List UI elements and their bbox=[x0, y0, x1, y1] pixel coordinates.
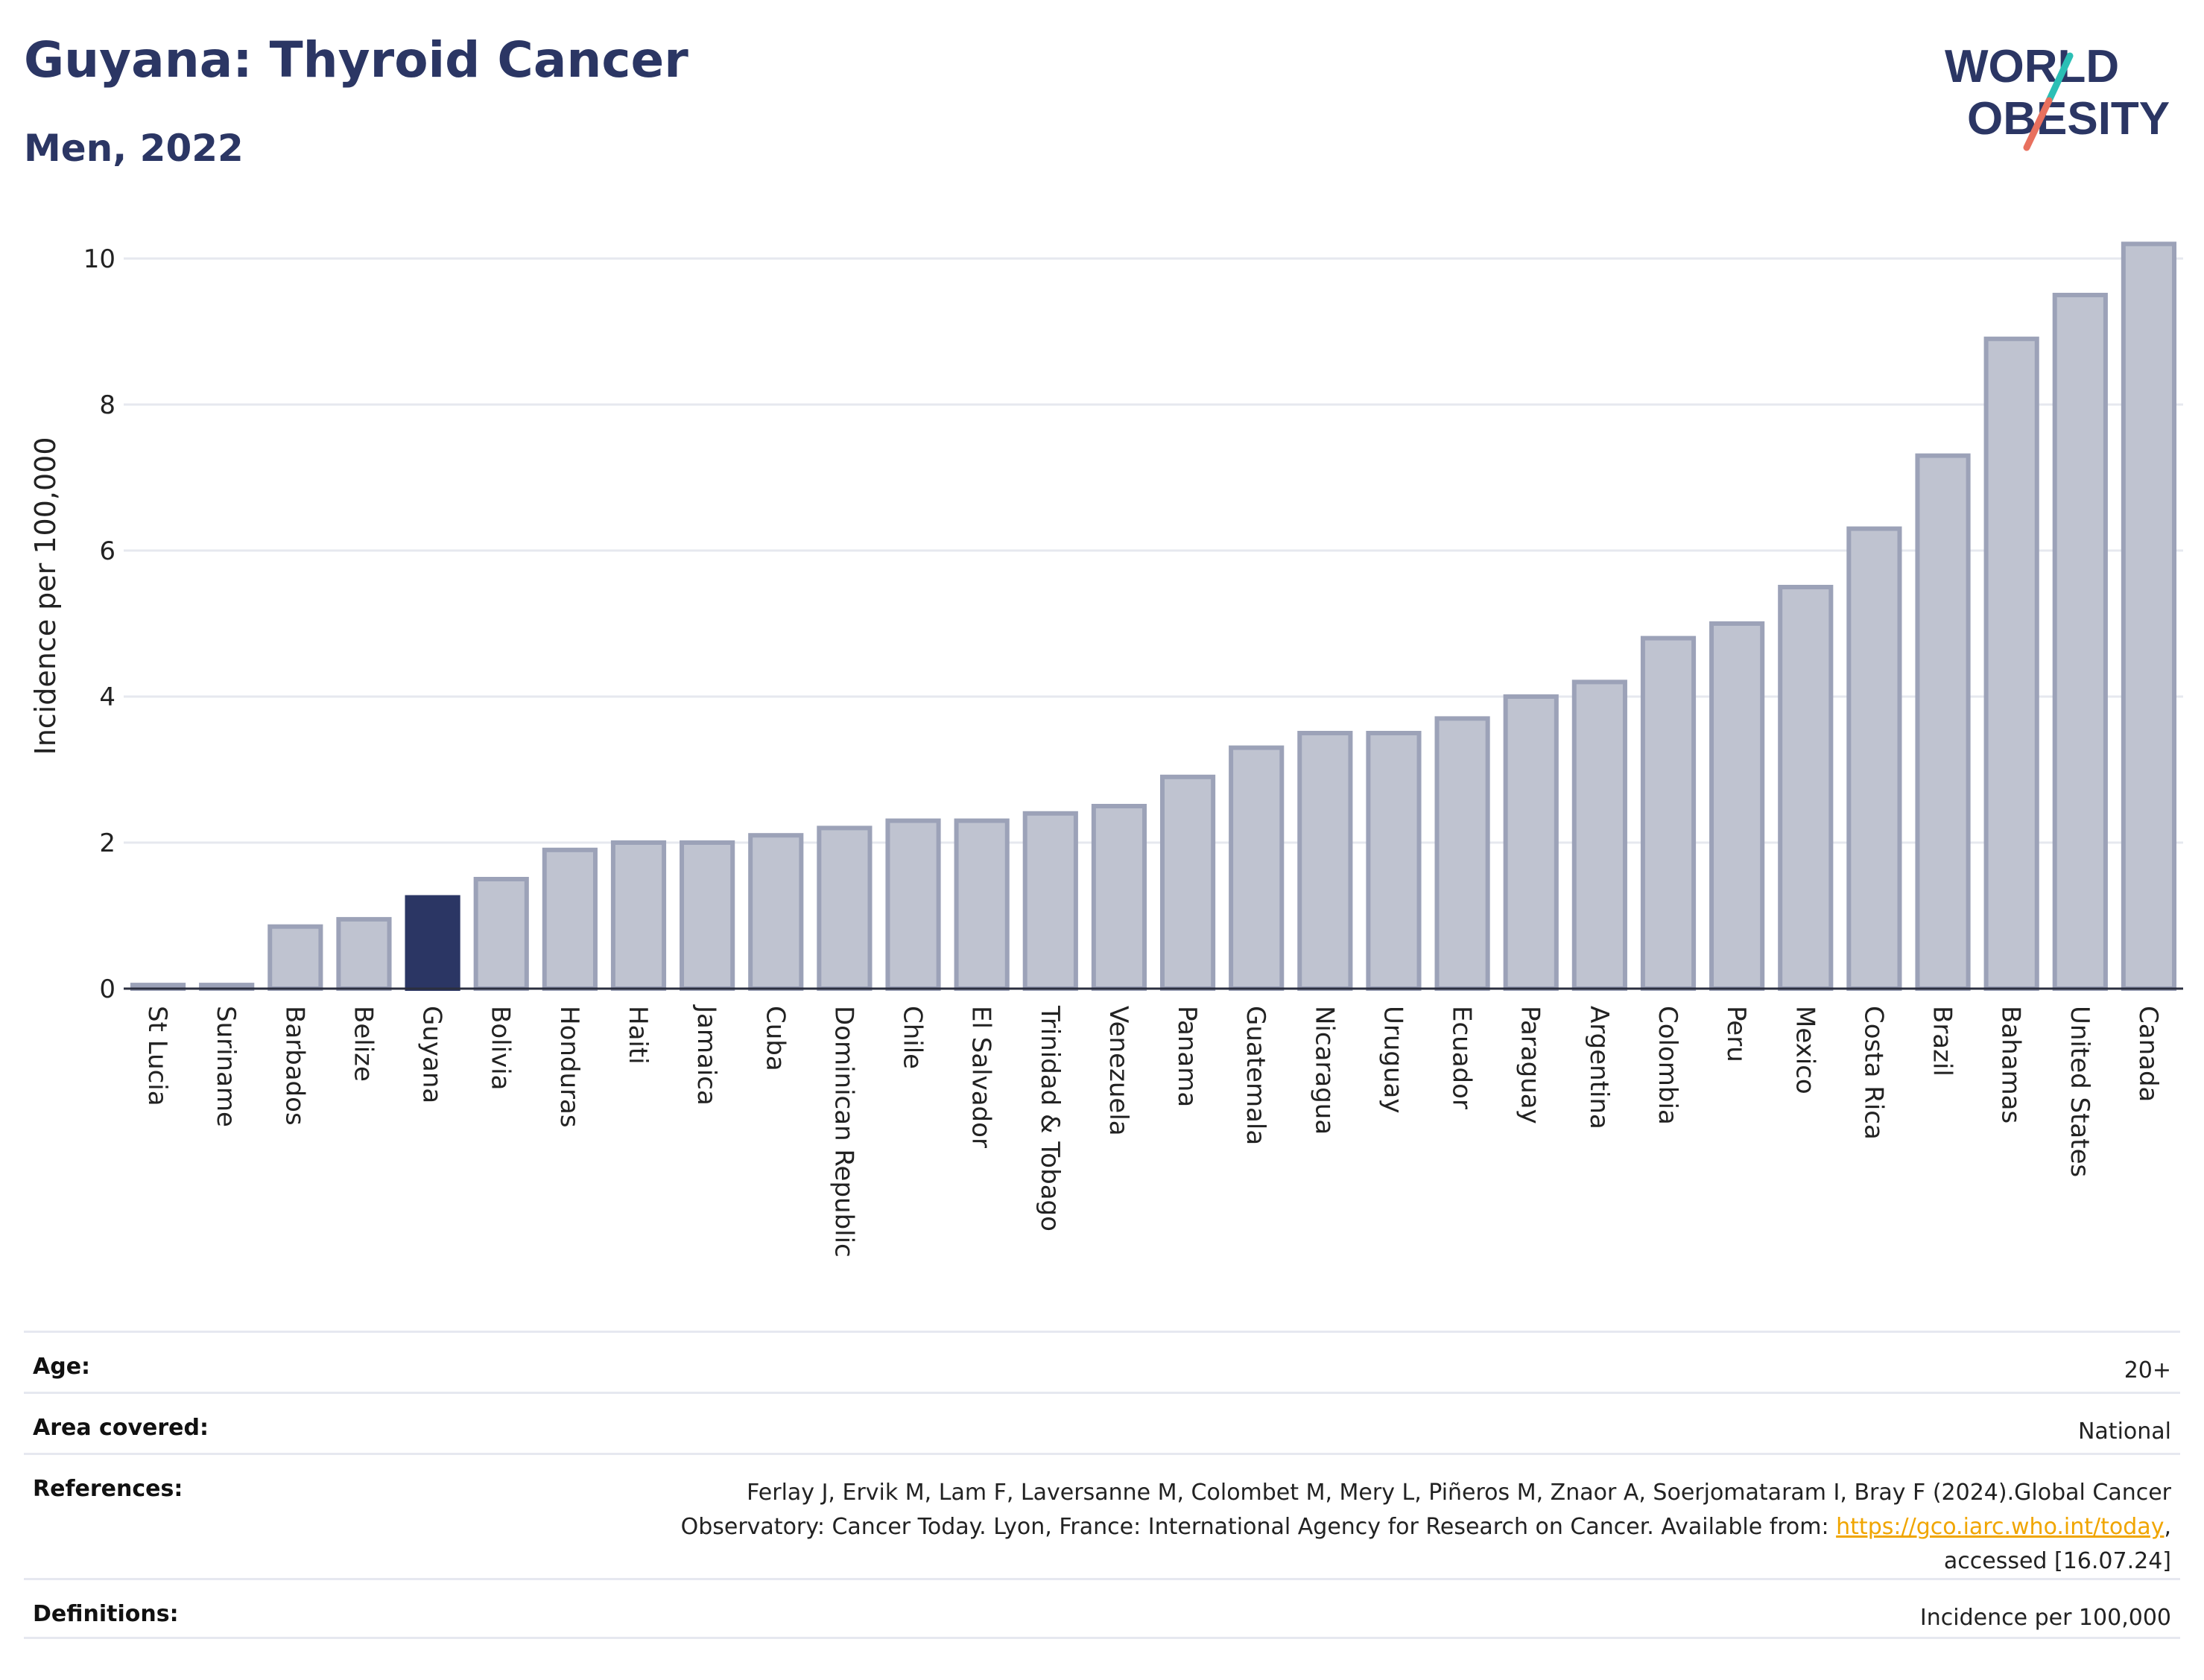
x-tick-label: Jamaica bbox=[691, 1004, 721, 1106]
reference-line-2: Observatory: Cancer Today. Lyon, France:… bbox=[680, 1514, 1837, 1540]
x-tick-label: Honduras bbox=[554, 1006, 584, 1128]
bar-chart: 0 2 4 6 8 10 Incidence per 100,000 St Lucia Suri… bbox=[29, 241, 2183, 1258]
meta-label-age: Age: bbox=[33, 1354, 91, 1380]
x-tick-label: Guatemala bbox=[1241, 1006, 1270, 1145]
meta-label-references: References: bbox=[33, 1476, 183, 1502]
reference-link[interactable]: https://gco.iarc.who.int/today bbox=[1836, 1514, 2165, 1540]
bar bbox=[1366, 731, 1422, 991]
x-tick-label: Haiti bbox=[623, 1006, 653, 1065]
bar bbox=[1434, 716, 1490, 992]
logo-slash-coral bbox=[2023, 97, 2053, 151]
x-tick-label: Chile bbox=[898, 1006, 928, 1069]
x-tick-label: Belize bbox=[348, 1006, 378, 1082]
meta-label-area: Area covered: bbox=[33, 1415, 209, 1441]
x-tick-label: Nicaragua bbox=[1309, 1006, 1339, 1135]
bar bbox=[680, 840, 735, 991]
x-tick-label: Trinidad & Tobago bbox=[1035, 1005, 1065, 1232]
meta-label-definitions: Definitions: bbox=[33, 1601, 179, 1627]
x-tick-label: Barbados bbox=[279, 1006, 309, 1126]
x-tick-label: Colombia bbox=[1653, 1006, 1682, 1125]
x-tick-label: Canada bbox=[2133, 1006, 2163, 1102]
y-axis-label: Incidence per 100,000 bbox=[29, 437, 62, 755]
page-subtitle: Men, 2022 bbox=[24, 127, 244, 170]
meta-row-definitions: Definitions: Incidence per 100,000 bbox=[24, 1578, 2180, 1639]
x-tick-label: Guyana bbox=[417, 1006, 447, 1103]
bar bbox=[2121, 241, 2177, 991]
logo-slash-teal bbox=[2045, 52, 2074, 104]
bar bbox=[1846, 526, 1902, 991]
bar bbox=[1503, 694, 1559, 991]
x-tick-label: Ecuador bbox=[1447, 1006, 1477, 1109]
bar bbox=[1640, 635, 1697, 991]
x-tick-label: El Salvador bbox=[966, 1006, 996, 1148]
x-tick-label: Uruguay bbox=[1378, 1006, 1407, 1114]
logo-line2: OBESITY bbox=[1967, 93, 2170, 145]
bar bbox=[954, 818, 1010, 991]
bar bbox=[1983, 336, 2039, 991]
meta-value-definitions: Incidence per 100,000 bbox=[1919, 1605, 2171, 1631]
x-tick-label: Venezuela bbox=[1103, 1006, 1133, 1136]
x-tick-label: Bolivia bbox=[486, 1006, 516, 1090]
meta-row-age: Age: 20+ bbox=[24, 1331, 2180, 1392]
x-tick-label: Mexico bbox=[1790, 1006, 1820, 1094]
x-tick-label: Dominican Republic bbox=[829, 1006, 858, 1258]
x-tick-label: Brazil bbox=[1928, 1006, 1957, 1077]
x-tick-label: Costa Rica bbox=[1858, 1006, 1888, 1140]
bar bbox=[1022, 811, 1078, 992]
x-tick-label: Paraguay bbox=[1516, 1006, 1545, 1124]
bar bbox=[405, 895, 460, 991]
meta-row-area: Area covered: National bbox=[24, 1392, 2180, 1453]
x-tick-label: Suriname bbox=[211, 1006, 241, 1127]
y-tick-label: 0 bbox=[99, 974, 115, 1004]
bar bbox=[1915, 453, 1971, 991]
x-tick-label: Argentina bbox=[1584, 1006, 1614, 1129]
y-tick-label: 4 bbox=[99, 682, 115, 712]
bar bbox=[542, 847, 598, 992]
bar bbox=[885, 818, 941, 991]
bar bbox=[2052, 293, 2108, 991]
bar bbox=[267, 924, 323, 991]
x-tick-label: Bahamas bbox=[1996, 1006, 2026, 1123]
x-tick-label: Panama bbox=[1172, 1006, 1202, 1107]
world-obesity-logo: WORLD OBESITY bbox=[1945, 41, 2170, 151]
meta-value-references: Ferlay J, Ervik M, Lam F, Laversanne M, … bbox=[681, 1476, 2171, 1579]
bar bbox=[473, 877, 529, 991]
x-tick-label: United States bbox=[2065, 1006, 2094, 1177]
bar bbox=[748, 833, 804, 991]
meta-value-area: National bbox=[2077, 1419, 2171, 1445]
reference-line-3: accessed [16.07.24] bbox=[1943, 1548, 2171, 1574]
bar bbox=[1709, 621, 1765, 991]
y-tick-label: 8 bbox=[99, 390, 115, 420]
metadata-table: Age: 20+ Area covered: National Referenc… bbox=[24, 1331, 2180, 1639]
bar bbox=[610, 840, 667, 991]
bar bbox=[1091, 804, 1147, 991]
reference-line-1: Ferlay J, Ervik M, Lam F, Laversanne M, … bbox=[747, 1480, 2171, 1506]
reference-comma: , bbox=[2164, 1514, 2171, 1540]
bar bbox=[817, 825, 873, 992]
bar bbox=[1297, 731, 1353, 991]
bar bbox=[336, 916, 392, 992]
x-tick-label: Peru bbox=[1721, 1006, 1751, 1062]
meta-row-references: References: Ferlay J, Ervik M, Lam F, La… bbox=[24, 1453, 2180, 1578]
y-tick-label: 6 bbox=[99, 536, 115, 566]
x-tick-label: St Lucia bbox=[142, 1006, 172, 1106]
page-title: Guyana: Thyroid Cancer bbox=[24, 31, 688, 89]
bar bbox=[1571, 679, 1627, 992]
bar bbox=[1229, 745, 1285, 991]
bar bbox=[1159, 774, 1216, 992]
logo-line1: WORLD bbox=[1945, 41, 2119, 92]
meta-value-age: 20+ bbox=[2124, 1357, 2171, 1383]
y-tick-label: 2 bbox=[99, 828, 115, 858]
y-tick-label: 10 bbox=[83, 244, 115, 274]
bar bbox=[1778, 585, 1834, 991]
x-tick-label: Cuba bbox=[760, 1006, 790, 1071]
